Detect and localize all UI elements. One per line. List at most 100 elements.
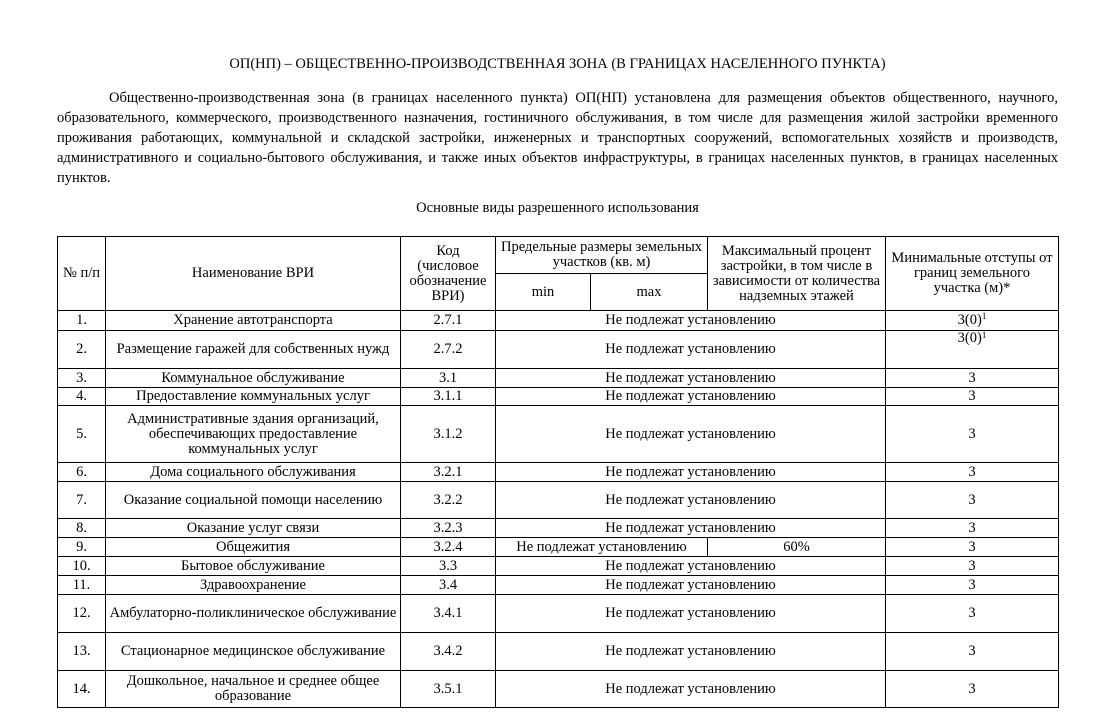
table-row: 1. Хранение автотранспорта 2.7.1 Не подлежа… — [57, 310, 1059, 331]
row-limits: Не подлежат установлению — [495, 481, 886, 519]
row-setback: 3 — [885, 537, 1059, 557]
row-num: 10. — [57, 556, 106, 576]
table-row: 10. Бытовое обслуживание 3.3 Не подлежат ус… — [57, 556, 1059, 576]
row-setback: 3 — [885, 670, 1059, 708]
row-limits: Не подлежат установлению — [495, 594, 886, 633]
row-limits: Не подлежат установлению — [495, 575, 886, 595]
row-code: 3.3 — [400, 556, 496, 576]
header-max: max — [590, 273, 708, 311]
row-num: 1. — [57, 310, 106, 331]
row-num: 3. — [57, 368, 106, 388]
row-setback: 3 — [885, 556, 1059, 576]
row-code: 3.5.1 — [400, 670, 496, 708]
row-sizes: Не подлежат установлению — [495, 537, 708, 557]
header-percent: Максимальный процент застройки, в том чи… — [707, 236, 886, 311]
row-setback: 3 — [885, 405, 1059, 463]
row-limits: Не подлежат установлению — [495, 518, 886, 538]
setback-value: 3 — [968, 557, 976, 574]
row-code: 3.4.1 — [400, 594, 496, 633]
table-row: 7. Оказание социальной помощи населению 3.… — [57, 481, 1059, 519]
row-setback: 3 — [885, 594, 1059, 633]
row-code: 3.2.3 — [400, 518, 496, 538]
table-caption: Основные виды разрешенного использования — [416, 200, 699, 216]
row-name: Оказание социальной помощи населению — [105, 481, 401, 519]
row-code: 3.1.1 — [400, 387, 496, 406]
row-name: Административные здания организаций, обе… — [105, 405, 401, 463]
setback-value: 3 — [968, 576, 976, 593]
row-num: 2. — [57, 330, 106, 369]
row-code: 3.2.2 — [400, 481, 496, 519]
row-name: Предоставление коммунальных услуг — [105, 387, 401, 406]
row-name: Амбулаторно-поликлиническое обслуживание — [105, 594, 401, 633]
row-num: 4. — [57, 387, 106, 406]
row-name: Общежития — [105, 537, 401, 557]
setback-value: 3 — [968, 538, 976, 555]
row-num: 12. — [57, 594, 106, 633]
row-name: Коммунальное обслуживание — [105, 368, 401, 388]
row-limits: Не подлежат установлению — [495, 670, 886, 708]
row-code: 3.4 — [400, 575, 496, 595]
setback-value: 3 — [968, 425, 976, 442]
table-row: 2. Размещение гаражей для собственных нуж… — [57, 330, 1059, 369]
table-row: 3. Коммунальное обслуживание 3.1 Не подлежа… — [57, 368, 1059, 388]
table-row: 8. Оказание услуг связи 3.2.3 Не подлежат у… — [57, 518, 1059, 538]
setback-value: 3 — [968, 643, 976, 659]
setback-value: 3 — [968, 388, 976, 404]
row-name: Дошкольное, начальное и среднее общее об… — [105, 670, 401, 708]
header-code: Код (числовое обозначение ВРИ) — [400, 236, 496, 311]
row-code: 3.4.2 — [400, 632, 496, 671]
row-setback: 3 — [885, 462, 1059, 482]
row-setback: 3 — [885, 518, 1059, 538]
row-num: 11. — [57, 575, 106, 595]
row-setback: 3 — [885, 632, 1059, 671]
row-setback: 3 — [885, 575, 1059, 595]
row-setback: 3 — [885, 387, 1059, 406]
row-code: 2.7.1 — [400, 310, 496, 331]
row-num: 8. — [57, 518, 106, 538]
row-code: 3.2.4 — [400, 537, 496, 557]
intro-paragraph: Общественно-производственная зона (в гра… — [57, 90, 1058, 186]
row-code: 2.7.2 — [400, 330, 496, 369]
row-setback: 3(0)1 — [885, 310, 1059, 331]
row-num: 14. — [57, 670, 106, 708]
row-name: Оказание услуг связи — [105, 518, 401, 538]
permitted-use-table: № п/п Наименование ВРИ Код (числовое обо… — [57, 236, 1059, 708]
setback-value: 3 — [968, 680, 976, 697]
setback-value: 3 — [968, 463, 976, 480]
row-num: 9. — [57, 537, 106, 557]
table-row: 12. Амбулаторно-поликлиническое обслужива… — [57, 594, 1059, 633]
setback-value: 3 — [968, 605, 976, 621]
table-row: 14. Дошкольное, начальное и среднее общее… — [57, 670, 1059, 708]
row-code: 3.1.2 — [400, 405, 496, 463]
table-row: 5. Административные здания организаций, о… — [57, 405, 1059, 463]
row-num: 7. — [57, 481, 106, 519]
row-setback: 3 — [885, 481, 1059, 519]
header-setback: Минимальные отступы от границ земельного… — [885, 236, 1059, 311]
row-limits: Не подлежат установлению — [495, 368, 886, 388]
row-name: Размещение гаражей для собственных нужд — [105, 330, 401, 369]
row-setback: 3 — [885, 368, 1059, 388]
setback-value: 3 — [968, 519, 976, 536]
setback-value: 3(0) — [957, 330, 982, 346]
header-min: min — [495, 273, 591, 311]
footnote-mark: 1 — [981, 330, 987, 340]
table-row: 6. Дома социального обслуживания 3.2.1 Не п… — [57, 462, 1059, 482]
row-limits: Не подлежат установлению — [495, 462, 886, 482]
row-limits: Не подлежат установлению — [495, 632, 886, 671]
row-limits: Не подлежат установлению — [495, 330, 886, 369]
row-limits: Не подлежат установлению — [495, 556, 886, 576]
row-name: Здравоохранение — [105, 575, 401, 595]
row-code: 3.1 — [400, 368, 496, 388]
footnote-mark: 1 — [981, 311, 987, 321]
setback-value: 3 — [968, 491, 976, 508]
table-row: 4. Предоставление коммунальных услуг 3.1.1… — [57, 387, 1059, 406]
row-code: 3.2.1 — [400, 462, 496, 482]
setback-value: 3(0) — [957, 312, 982, 328]
header-num: № п/п — [57, 236, 106, 311]
section-title: ОП(НП) – ОБЩЕСТВЕННО-ПРОИЗВОДСТВЕННАЯ ЗО… — [229, 56, 886, 72]
table-row: 13. Стационарное медицинское обслуживание… — [57, 632, 1059, 671]
row-num: 5. — [57, 405, 106, 463]
table-row: 9. Общежития 3.2.4 Не подлежат установлению… — [57, 537, 1059, 557]
row-name: Хранение автотранспорта — [105, 310, 401, 331]
row-limits: Не подлежат установлению — [495, 310, 886, 331]
